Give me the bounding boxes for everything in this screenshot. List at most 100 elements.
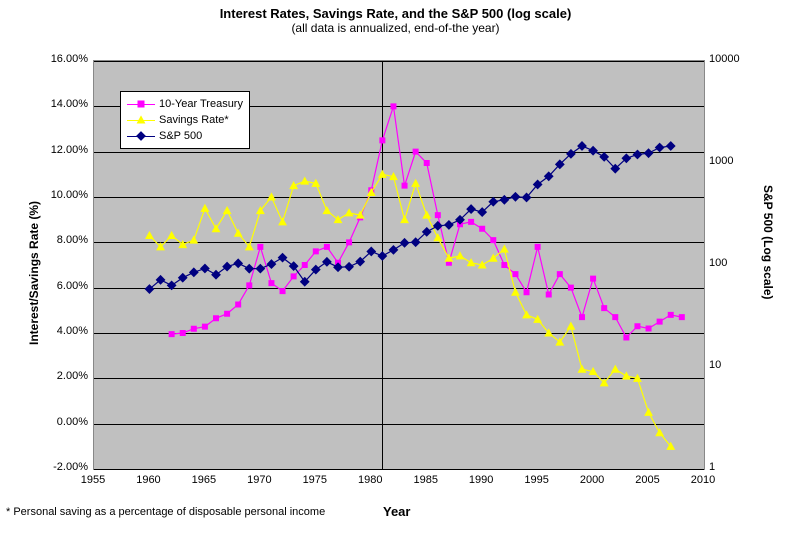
series-marker — [191, 326, 196, 331]
series-marker — [258, 244, 263, 249]
y-left-tick-label: 8.00% — [33, 234, 88, 246]
series-marker — [236, 302, 241, 307]
series-marker — [280, 289, 285, 294]
gridline — [94, 469, 704, 470]
series-marker — [511, 193, 519, 201]
series-marker — [391, 104, 396, 109]
legend-item: 10-Year Treasury — [127, 96, 243, 112]
series-marker — [379, 171, 386, 178]
series-marker — [578, 366, 585, 373]
x-tick-label: 2000 — [572, 474, 612, 486]
series-marker — [568, 285, 573, 290]
series-marker — [279, 218, 286, 225]
series-marker — [345, 263, 353, 271]
series-marker — [646, 326, 651, 331]
series-marker — [269, 281, 274, 286]
series-marker — [324, 244, 329, 249]
series-marker — [245, 264, 253, 272]
series-marker — [402, 183, 407, 188]
x-tick-label: 1995 — [517, 474, 557, 486]
series-marker — [323, 258, 331, 266]
series-marker — [469, 219, 474, 224]
series-marker — [179, 274, 187, 282]
series-marker — [645, 409, 652, 416]
series-marker — [480, 226, 485, 231]
series-marker — [401, 216, 408, 223]
series-marker — [267, 260, 275, 268]
legend-swatch — [127, 113, 155, 127]
series-marker — [602, 306, 607, 311]
y-left-tick-label: 16.00% — [33, 53, 88, 65]
y-left-tick-label: 4.00% — [33, 325, 88, 337]
y-right-tick-label: 100 — [709, 257, 759, 269]
series-marker — [445, 221, 453, 229]
legend-label: Savings Rate* — [159, 114, 229, 126]
series-marker — [234, 259, 242, 267]
series-marker — [500, 196, 508, 204]
series-marker — [644, 149, 652, 157]
series-marker — [523, 311, 530, 318]
series-marker — [268, 193, 275, 200]
series-marker — [290, 182, 297, 189]
series-marker — [635, 324, 640, 329]
series-marker — [235, 230, 242, 237]
series-marker — [589, 146, 597, 154]
x-tick-label: 1970 — [239, 474, 279, 486]
y-left-tick-label: -2.00% — [33, 461, 88, 473]
series-marker — [380, 138, 385, 143]
series-marker — [567, 323, 574, 330]
series-marker — [168, 232, 175, 239]
legend-label: S&P 500 — [159, 130, 202, 142]
y-right-axis-label: S&P 500 (Log scale) — [761, 185, 775, 345]
series-marker — [323, 207, 330, 214]
chart-title: Interest Rates, Savings Rate, and the S&… — [0, 6, 791, 21]
x-tick-label: 1960 — [128, 474, 168, 486]
series-marker — [668, 312, 673, 317]
series-marker — [578, 142, 586, 150]
y-left-tick-label: 0.00% — [33, 416, 88, 428]
series-marker — [524, 290, 529, 295]
y-right-tick-label: 10000 — [709, 53, 759, 65]
series-marker — [513, 272, 518, 277]
y-left-tick-label: 12.00% — [33, 144, 88, 156]
series-marker — [535, 244, 540, 249]
x-tick-label: 2010 — [683, 474, 723, 486]
x-axis-label: Year — [383, 504, 410, 519]
series-marker — [291, 274, 296, 279]
y-left-tick-label: 6.00% — [33, 280, 88, 292]
series-marker — [423, 212, 430, 219]
legend-item: Savings Rate* — [127, 112, 243, 128]
x-tick-label: 2005 — [628, 474, 668, 486]
series-marker — [623, 372, 630, 379]
series-marker — [655, 143, 663, 151]
legend: 10-Year Treasury Savings Rate* S&P 500 — [120, 91, 250, 149]
chart-container: Interest Rates, Savings Rate, and the S&… — [0, 6, 791, 533]
series-marker — [256, 264, 264, 272]
legend-swatch — [127, 97, 155, 111]
series-marker — [223, 262, 231, 270]
series-marker — [389, 246, 397, 254]
series-marker — [557, 272, 562, 277]
series-marker — [412, 180, 419, 187]
series-marker — [201, 205, 208, 212]
series-marker — [190, 268, 198, 276]
x-tick-label: 1980 — [350, 474, 390, 486]
y-left-tick-label: 14.00% — [33, 98, 88, 110]
series-marker — [633, 150, 641, 158]
x-tick-label: 1965 — [184, 474, 224, 486]
series-marker — [534, 316, 541, 323]
y-left-axis-label: Interest/Savings Rate (%) — [27, 185, 41, 345]
series-marker — [456, 252, 463, 259]
series-marker — [146, 232, 153, 239]
series-marker — [613, 315, 618, 320]
x-tick-label: 1985 — [406, 474, 446, 486]
x-tick-label: 1955 — [73, 474, 113, 486]
series-marker — [413, 149, 418, 154]
series-marker — [167, 281, 175, 289]
series-marker — [212, 271, 220, 279]
series-marker — [190, 236, 197, 243]
series-marker — [400, 239, 408, 247]
series-marker — [214, 316, 219, 321]
x-tick-label: 1990 — [461, 474, 501, 486]
legend-item: S&P 500 — [127, 128, 243, 144]
